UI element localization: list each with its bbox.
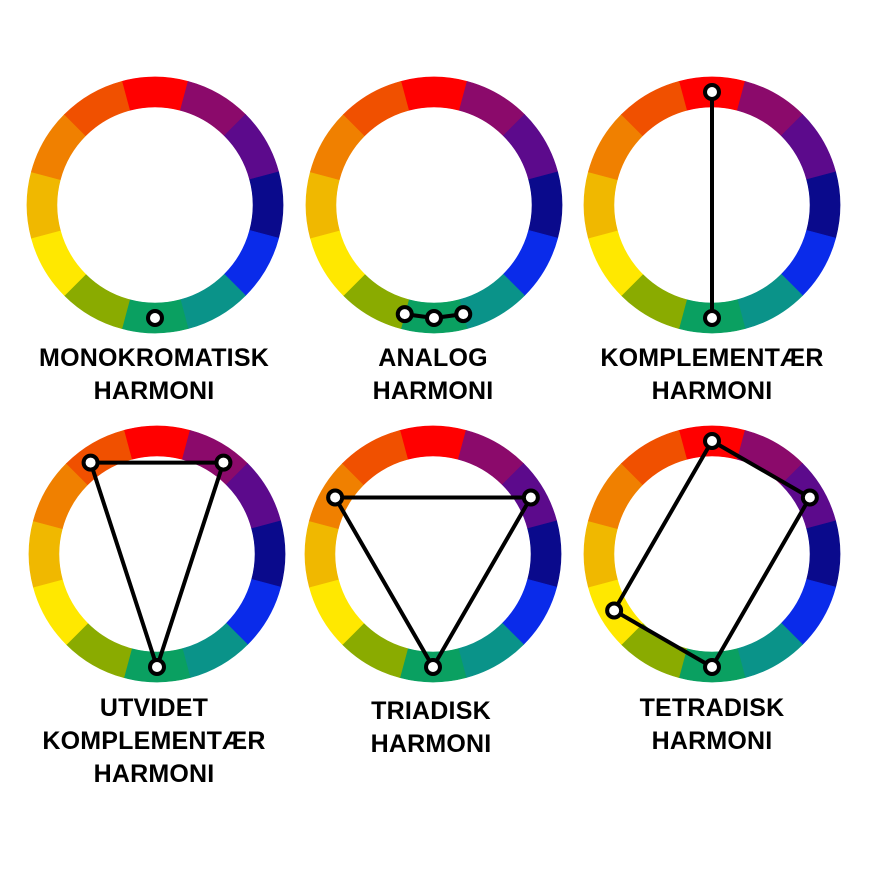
- harmony-marker: [703, 432, 721, 450]
- color-segment: [527, 520, 562, 588]
- label-line: TRIADISK: [371, 697, 491, 725]
- color-segment: [806, 520, 841, 588]
- harmony-marker: [81, 453, 100, 472]
- color-segment: [621, 429, 688, 486]
- harmony-marker: [703, 309, 721, 327]
- color-segment: [123, 425, 191, 460]
- color-segment: [342, 429, 409, 486]
- harmony-connector-line: [88, 460, 159, 669]
- label-line: HARMONI: [651, 727, 773, 755]
- color-wheel-tetradisk: [583, 425, 841, 683]
- color-segment: [304, 520, 339, 588]
- color-segment: [26, 171, 61, 239]
- color-segment: [528, 171, 563, 239]
- label-line: UTVIDET: [99, 694, 209, 722]
- color-segment: [28, 520, 63, 588]
- label-line: MONOKROMATISK: [39, 344, 269, 372]
- label-analog: ANALOG HARMONI: [288, 342, 578, 408]
- harmony-marker: [703, 658, 721, 676]
- color-segment: [400, 76, 468, 111]
- label-line: KOMPLEMENTÆR: [42, 727, 266, 755]
- color-wheel-komplementaer: [583, 76, 841, 334]
- label-triadisk: TRIADISK HARMONI: [286, 695, 576, 761]
- harmony-marker: [521, 488, 540, 507]
- harmony-marker: [454, 305, 473, 324]
- label-line: HARMONI: [370, 730, 492, 758]
- color-segment: [343, 80, 410, 137]
- color-segment: [251, 520, 286, 588]
- harmony-marker: [214, 453, 233, 472]
- label-komplementaer: KOMPLEMENTÆR HARMONI: [567, 342, 857, 408]
- color-segment: [399, 425, 467, 460]
- harmony-marker: [605, 601, 624, 620]
- color-segment: [621, 80, 688, 137]
- harmony-marker: [395, 305, 414, 324]
- harmony-connector-line: [612, 439, 714, 613]
- color-wheel-triadisk: [304, 425, 562, 683]
- harmony-marker: [703, 83, 721, 101]
- harmony-marker: [148, 658, 166, 676]
- harmony-marker: [800, 488, 819, 507]
- label-line: ANALOG: [378, 344, 488, 372]
- harmony-connector-line: [333, 495, 435, 669]
- label-tetradisk: TETRADISK HARMONI: [567, 692, 857, 758]
- label-line: HARMONI: [372, 377, 494, 405]
- color-segment: [249, 171, 284, 239]
- harmony-connector-line: [431, 495, 533, 669]
- color-segment: [583, 520, 618, 588]
- harmony-marker: [326, 488, 345, 507]
- harmony-connector-line: [710, 439, 812, 500]
- harmony-connector-line: [612, 608, 714, 669]
- label-line: KOMPLEMENTÆR: [600, 344, 824, 372]
- color-wheel-monokromatisk: [26, 76, 284, 334]
- color-segment: [806, 171, 841, 239]
- label-line: HARMONI: [93, 760, 215, 788]
- color-segment: [583, 171, 618, 239]
- label-line: HARMONI: [651, 377, 773, 405]
- label-line: HARMONI: [93, 377, 215, 405]
- color-segment: [305, 171, 340, 239]
- harmony-marker: [146, 309, 164, 327]
- harmony-connector-line: [155, 460, 226, 669]
- color-segment: [64, 80, 131, 137]
- harmony-connector-line: [710, 495, 812, 669]
- harmony-marker: [425, 309, 443, 327]
- label-line: TETRADISK: [639, 694, 785, 722]
- harmony-marker: [424, 658, 442, 676]
- label-monokromatisk: MONOKROMATISK HARMONI: [9, 342, 299, 408]
- color-segment: [121, 76, 189, 111]
- label-utvidet-komplementaer: UTVIDET KOMPLEMENTÆR HARMONI: [9, 692, 299, 791]
- color-wheel-analog: [305, 76, 563, 334]
- color-wheel-utvidet-komplementaer: [28, 425, 286, 683]
